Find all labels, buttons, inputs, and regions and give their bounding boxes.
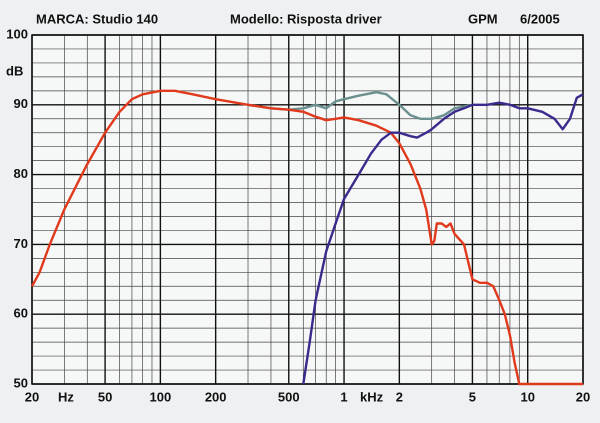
response-line [247,91,473,120]
x-tick-label: 200 [205,389,227,404]
chart-subtitle: Modello: Risposta driver [230,11,382,26]
x-axis-label: Hz [58,389,74,404]
x-tick-label: 20 [25,389,39,404]
response-line [302,93,584,385]
y-tick-label: 80 [14,166,28,181]
y-tick-label: 50 [14,375,28,390]
y-tick-label: 90 [14,96,28,111]
plot-area [31,34,584,385]
annotation: GPM [468,11,498,26]
x-tick-label: 20 [576,389,590,404]
x-tick-label: 10 [520,389,534,404]
x-tick-label: 1 [340,389,347,404]
x-tick-label: 500 [278,389,300,404]
x-tick-label: 5 [469,389,476,404]
annotation: 6/2005 [520,11,560,26]
x-tick-label: 2 [396,389,403,404]
y-tick-label: 60 [14,306,28,321]
y-tick-label: 100 [6,26,28,41]
y-tick-label: 70 [14,236,28,251]
y-axis-label: dB [6,63,23,78]
x-tick-label: 50 [98,389,112,404]
chart-title: MARCA: Studio 140 [36,11,158,26]
x-tick-label: 100 [150,389,172,404]
response-line [30,89,583,386]
x-axis-label: kHz [360,389,384,404]
